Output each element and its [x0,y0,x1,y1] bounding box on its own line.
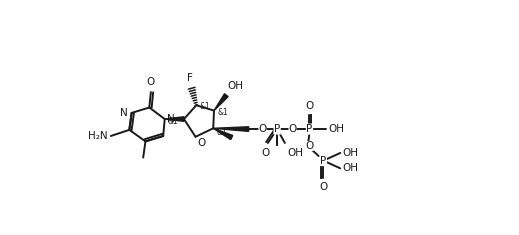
Text: OH: OH [343,163,359,173]
Text: O: O [197,138,206,148]
Text: O: O [258,124,267,134]
Polygon shape [214,94,228,111]
Text: O: O [147,77,155,87]
Text: OH: OH [287,148,303,157]
Text: &1: &1 [217,108,228,117]
Text: OH: OH [329,124,345,134]
Text: H₂N: H₂N [88,131,108,141]
Text: P: P [274,124,280,134]
Polygon shape [165,117,184,121]
Text: O: O [262,148,270,157]
Text: P: P [320,156,326,166]
Text: &1: &1 [216,128,227,137]
Text: O: O [258,124,267,134]
Text: N: N [120,108,128,118]
Text: O: O [305,101,313,111]
Text: P: P [306,124,312,134]
Text: F: F [187,73,193,83]
Text: O: O [305,141,313,151]
Text: OH: OH [228,81,244,90]
Polygon shape [213,128,233,140]
Polygon shape [213,127,249,131]
Text: N: N [167,114,175,124]
Text: O: O [319,182,327,192]
Text: OH: OH [343,148,359,158]
Text: &1: &1 [167,117,178,126]
Text: O: O [289,124,297,134]
Text: &1: &1 [199,102,210,111]
